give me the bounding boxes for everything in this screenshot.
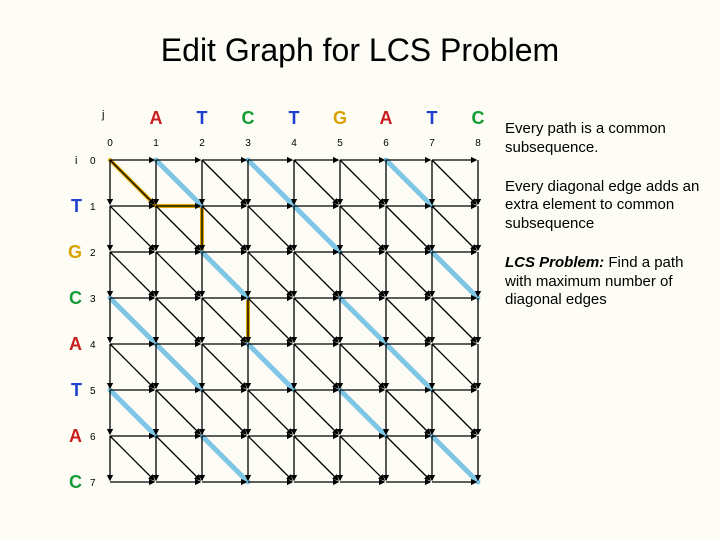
svg-text:C: C	[69, 288, 82, 308]
svg-text:2: 2	[90, 248, 96, 259]
svg-text:5: 5	[90, 386, 96, 397]
svg-text:7: 7	[429, 138, 435, 149]
svg-text:T: T	[197, 108, 208, 128]
svg-text:6: 6	[90, 432, 96, 443]
note-3: LCS Problem: Find a path with maximum nu…	[505, 254, 705, 310]
svg-text:A: A	[150, 108, 163, 128]
svg-text:3: 3	[245, 138, 251, 149]
svg-text:C: C	[69, 472, 82, 492]
notes-block: Every path is a common subsequence. Ever…	[505, 120, 705, 330]
note-3-lead: LCS Problem:	[505, 254, 604, 271]
svg-text:8: 8	[475, 138, 481, 149]
svg-text:1: 1	[90, 202, 96, 213]
svg-text:4: 4	[90, 340, 96, 351]
svg-text:0: 0	[90, 156, 96, 167]
svg-text:6: 6	[383, 138, 389, 149]
svg-text:A: A	[380, 108, 393, 128]
svg-text:1: 1	[153, 138, 159, 149]
svg-text:4: 4	[291, 138, 297, 149]
svg-text:A: A	[69, 334, 82, 354]
svg-text:T: T	[289, 108, 300, 128]
page-title: Edit Graph for LCS Problem	[0, 32, 720, 69]
note-2: Every diagonal edge adds an extra elemen…	[505, 178, 705, 234]
svg-text:T: T	[71, 380, 82, 400]
svg-text:i: i	[75, 155, 77, 167]
svg-text:j: j	[101, 109, 104, 121]
svg-text:G: G	[333, 108, 347, 128]
svg-text:C: C	[472, 108, 485, 128]
svg-text:7: 7	[90, 478, 96, 489]
svg-text:G: G	[68, 242, 82, 262]
svg-text:C: C	[242, 108, 255, 128]
svg-text:A: A	[69, 426, 82, 446]
svg-text:0: 0	[107, 138, 113, 149]
note-1: Every path is a common subsequence.	[505, 120, 705, 158]
svg-text:2: 2	[199, 138, 205, 149]
svg-text:T: T	[71, 196, 82, 216]
svg-text:3: 3	[90, 294, 96, 305]
svg-text:T: T	[427, 108, 438, 128]
edit-graph: j i A T C T G A T C 0 1 2 3 4 5 6 7 8 T G C A T A C 0 1 2 3 4 5 6 7	[50, 90, 510, 520]
svg-text:5: 5	[337, 138, 343, 149]
